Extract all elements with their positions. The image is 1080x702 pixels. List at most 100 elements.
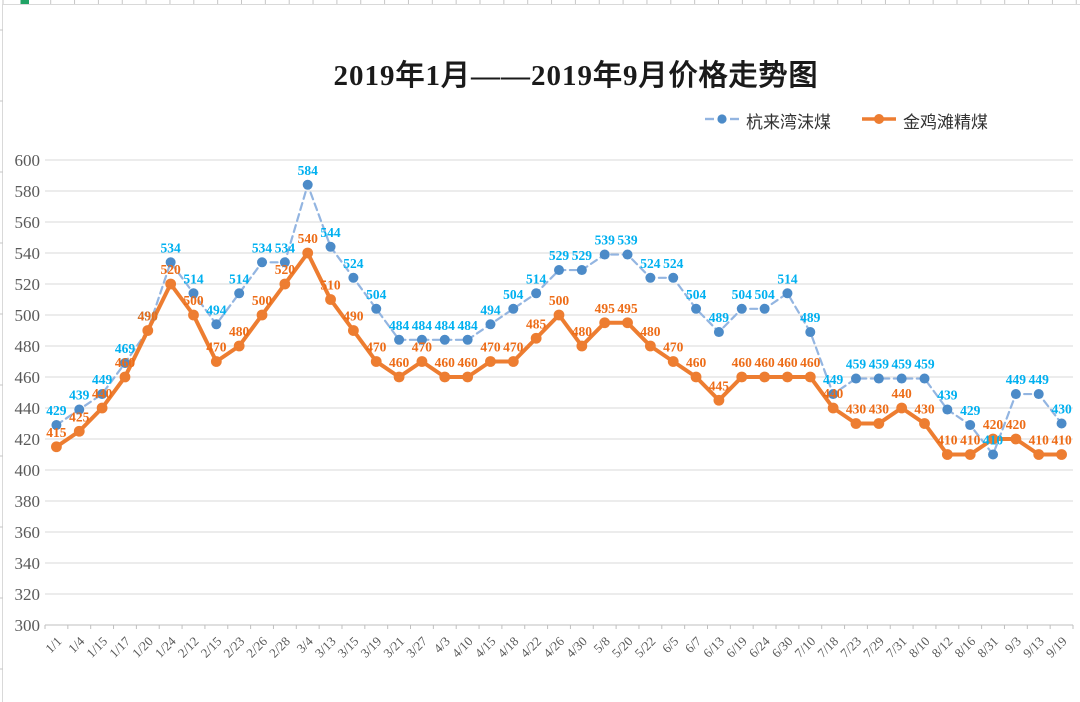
x-tick-label: 9/13: [1020, 634, 1047, 661]
data-label: 504: [732, 287, 753, 302]
data-point: [394, 334, 405, 345]
data-point: [119, 358, 130, 369]
y-tick-label: 360: [15, 523, 41, 542]
data-point: [736, 303, 747, 314]
data-label: 494: [480, 302, 501, 317]
data-point: [759, 303, 770, 314]
data-label: 460: [389, 355, 410, 370]
data-point: [325, 241, 336, 252]
data-label: 445: [709, 378, 730, 393]
data-point: [805, 327, 816, 338]
data-label: 504: [503, 287, 524, 302]
data-point: [73, 425, 85, 437]
data-point: [302, 247, 314, 259]
data-point: [850, 418, 862, 429]
data-point: [644, 340, 656, 352]
data-label: 440: [892, 386, 913, 401]
y-tick-label: 300: [15, 616, 41, 635]
data-label: 470: [480, 340, 501, 355]
data-point: [530, 332, 542, 344]
x-tick-label: 7/29: [860, 634, 887, 661]
data-point: [211, 319, 222, 330]
data-label: 410: [960, 433, 981, 448]
data-label: 440: [92, 386, 113, 401]
x-tick-label: 6/13: [700, 634, 727, 661]
data-point: [691, 303, 702, 314]
data-label: 500: [549, 293, 570, 308]
solid-line-dot-marker-icon: [861, 112, 897, 130]
data-point: [553, 309, 565, 321]
data-label: 430: [846, 402, 867, 417]
data-label: 410: [937, 433, 958, 448]
data-label: 534: [275, 240, 296, 255]
data-point: [919, 418, 930, 429]
data-label: 514: [229, 271, 250, 286]
gridlines: [45, 159, 1073, 626]
x-tick-label: 1/17: [106, 633, 133, 660]
x-tick-label: 1/4: [65, 633, 88, 656]
data-label: 489: [800, 310, 821, 325]
data-point: [622, 249, 633, 260]
data-label: 480: [572, 324, 593, 339]
x-tick-label: 5/8: [590, 634, 612, 656]
data-point: [256, 309, 268, 321]
data-label: 420: [1006, 417, 1027, 432]
x-tick-label: 6/24: [746, 633, 773, 660]
x-tick-label: 9/19: [1043, 634, 1070, 661]
data-point: [576, 265, 587, 276]
y-axis-labels: 300 320 340 360 380 400 420 440 460 480 500 520 540 5…: [15, 151, 41, 635]
data-label: 459: [846, 357, 867, 372]
data-label: 410: [1051, 433, 1072, 448]
data-label: 504: [754, 287, 775, 302]
data-point: [828, 389, 839, 400]
data-point: [165, 257, 176, 268]
data-label: 540: [298, 231, 319, 246]
data-label: 484: [457, 318, 478, 333]
x-tick-label: 9/3: [1002, 634, 1024, 656]
data-point: [348, 325, 359, 336]
data-point: [302, 179, 313, 190]
data-label: 470: [206, 340, 227, 355]
data-label: 480: [229, 324, 250, 339]
data-point: [97, 389, 108, 400]
x-tick-label: 8/16: [951, 633, 978, 660]
data-point: [325, 294, 336, 305]
data-point: [439, 334, 450, 345]
x-tick-label: 2/12: [175, 634, 202, 661]
data-label: 529: [549, 248, 570, 263]
data-point: [576, 340, 588, 352]
data-point: [142, 325, 154, 336]
data-label: 430: [1051, 402, 1072, 417]
data-point: [1056, 449, 1067, 460]
data-point: [896, 402, 908, 414]
y-tick-label: 480: [15, 337, 41, 356]
data-label: 430: [869, 402, 890, 417]
data-label: 449: [1029, 372, 1050, 387]
x-tick-label: 7/10: [791, 634, 818, 661]
data-point: [416, 334, 427, 345]
data-label: 484: [412, 318, 433, 333]
x-tick-label: 4/18: [494, 634, 521, 661]
data-label: 504: [366, 287, 387, 302]
data-point: [462, 334, 473, 345]
green-cell-marker-icon: [20, 0, 29, 4]
chart-title: 2019年1月——2019年9月价格走势图: [333, 60, 819, 92]
data-label: 495: [617, 301, 638, 316]
data-point: [622, 317, 633, 329]
data-point: [736, 371, 748, 383]
data-label: 524: [663, 256, 684, 271]
data-label: 430: [914, 402, 935, 417]
x-tick-label: 1/1: [42, 634, 64, 656]
data-point: [690, 371, 702, 383]
y-tick-label: 320: [15, 585, 41, 604]
legend-item-jinjitan: 金鸡滩精煤: [861, 108, 988, 133]
x-tick-label: 3/15: [335, 634, 362, 661]
data-label: 429: [960, 403, 981, 418]
x-tick-label: 2/15: [197, 634, 224, 661]
x-tick-label: 2/26: [243, 633, 270, 660]
x-tick-label: 3/19: [357, 634, 384, 661]
data-label: 514: [183, 271, 204, 286]
data-label: 520: [161, 262, 182, 277]
